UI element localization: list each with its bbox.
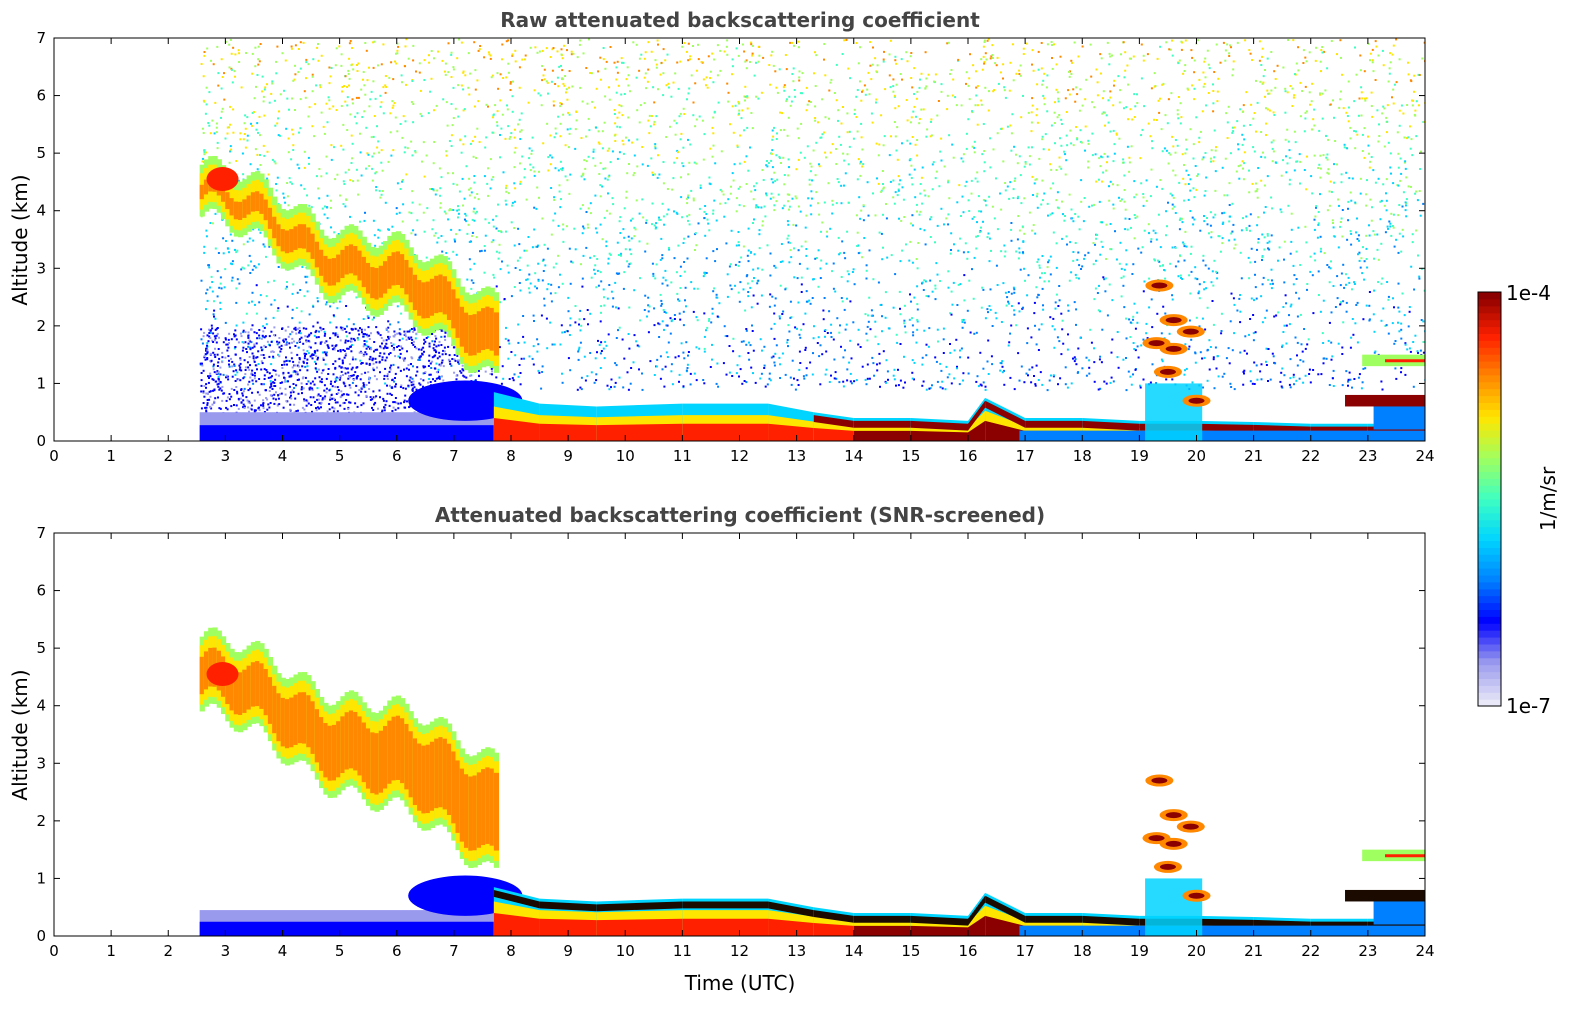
x-tick-label: 3	[221, 447, 231, 465]
y-tick-label: 6	[36, 87, 46, 105]
x-tick-label: 23	[1358, 942, 1377, 960]
x-tick-label: 1	[106, 447, 116, 465]
screened-panel-ylabel: Altitude (km)	[8, 669, 32, 800]
screened-panel-xlabel: Time (UTC)	[684, 971, 796, 995]
x-tick-label: 2	[163, 447, 173, 465]
x-tick-label: 21	[1244, 942, 1263, 960]
y-tick-label: 4	[36, 697, 46, 715]
x-tick-label: 22	[1301, 942, 1320, 960]
y-tick-label: 6	[36, 582, 46, 600]
y-tick-label: 5	[36, 639, 46, 657]
y-tick-label: 1	[36, 869, 46, 887]
screened-backscatter-panel: Attenuated backscattering coefficient (S…	[8, 503, 1435, 995]
x-tick-label: 20	[1187, 942, 1206, 960]
x-tick-label: 24	[1415, 942, 1434, 960]
x-tick-label: 4	[278, 942, 288, 960]
raw-panel-axes: 0 1 2 3 4 5 6 7 8 9 10 11 12 13 14 15 16 17 18 19 20 21 22 23 24…	[36, 29, 1434, 465]
x-tick-label: 24	[1415, 447, 1434, 465]
x-tick-label: 2	[163, 942, 173, 960]
raw-panel-title: Raw attenuated backscattering coefficien…	[500, 8, 980, 32]
x-tick-label: 12	[730, 942, 749, 960]
x-tick-label: 13	[787, 447, 806, 465]
x-tick-label: 20	[1187, 447, 1206, 465]
x-tick-label: 15	[901, 447, 920, 465]
x-tick-label: 18	[1073, 942, 1092, 960]
x-tick-label: 8	[506, 942, 516, 960]
x-tick-label: 6	[392, 447, 402, 465]
x-tick-label: 9	[563, 447, 573, 465]
y-tick-label: 3	[36, 259, 46, 277]
x-tick-label: 21	[1244, 447, 1263, 465]
x-tick-label: 11	[673, 447, 692, 465]
x-tick-label: 23	[1358, 447, 1377, 465]
x-tick-label: 0	[49, 447, 59, 465]
x-tick-label: 16	[958, 942, 977, 960]
x-tick-label: 19	[1130, 942, 1149, 960]
x-tick-label: 14	[844, 447, 863, 465]
x-tick-label: 12	[730, 447, 749, 465]
x-tick-label: 3	[221, 942, 231, 960]
x-tick-label: 13	[787, 942, 806, 960]
y-tick-label: 2	[36, 317, 46, 335]
y-tick-label: 2	[36, 812, 46, 830]
x-tick-label: 18	[1073, 447, 1092, 465]
x-tick-label: 22	[1301, 447, 1320, 465]
x-tick-label: 14	[844, 942, 863, 960]
x-tick-label: 17	[1016, 942, 1035, 960]
x-tick-label: 17	[1016, 447, 1035, 465]
y-tick-label: 7	[36, 29, 46, 47]
colorbar: 1e-4 1e-7 1/m/sr	[1477, 281, 1560, 718]
raw-panel-ylabel: Altitude (km)	[8, 174, 32, 305]
raw-backscatter-heatmap	[199, 38, 1425, 441]
x-tick-label: 7	[449, 942, 459, 960]
x-tick-label: 1	[106, 942, 116, 960]
x-tick-label: 10	[616, 942, 635, 960]
y-tick-label: 0	[36, 927, 46, 945]
x-tick-label: 15	[901, 942, 920, 960]
x-tick-label: 10	[616, 447, 635, 465]
y-tick-label: 5	[36, 144, 46, 162]
x-tick-label: 7	[449, 447, 459, 465]
x-tick-label: 5	[335, 942, 345, 960]
x-tick-label: 16	[958, 447, 977, 465]
y-tick-label: 4	[36, 202, 46, 220]
raw-backscatter-panel: Raw attenuated backscattering coefficien…	[8, 8, 1435, 465]
screened-backscatter-heatmap	[199, 627, 1425, 936]
y-tick-label: 7	[36, 524, 46, 542]
y-tick-label: 0	[36, 432, 46, 450]
colorbar-gradient	[1478, 292, 1501, 707]
x-tick-label: 19	[1130, 447, 1149, 465]
colorbar-frame	[1477, 291, 1502, 707]
screened-panel-axes: 0 1 2 3 4 5 6 7 8 9 10 11 12 13 14 15 16 17 18 19 20 21 22 23 24…	[36, 524, 1434, 960]
y-tick-label: 1	[36, 374, 46, 392]
x-tick-label: 8	[506, 447, 516, 465]
x-tick-label: 0	[49, 942, 59, 960]
screened-panel-title: Attenuated backscattering coefficient (S…	[435, 503, 1045, 527]
colorbar-min-label: 1e-7	[1506, 694, 1551, 718]
x-tick-label: 5	[335, 447, 345, 465]
x-tick-label: 9	[563, 942, 573, 960]
x-tick-label: 11	[673, 942, 692, 960]
colorbar-unit-label: 1/m/sr	[1536, 466, 1560, 531]
x-tick-label: 6	[392, 942, 402, 960]
y-tick-label: 3	[36, 754, 46, 772]
x-tick-label: 4	[278, 447, 288, 465]
colorbar-max-label: 1e-4	[1506, 281, 1551, 305]
